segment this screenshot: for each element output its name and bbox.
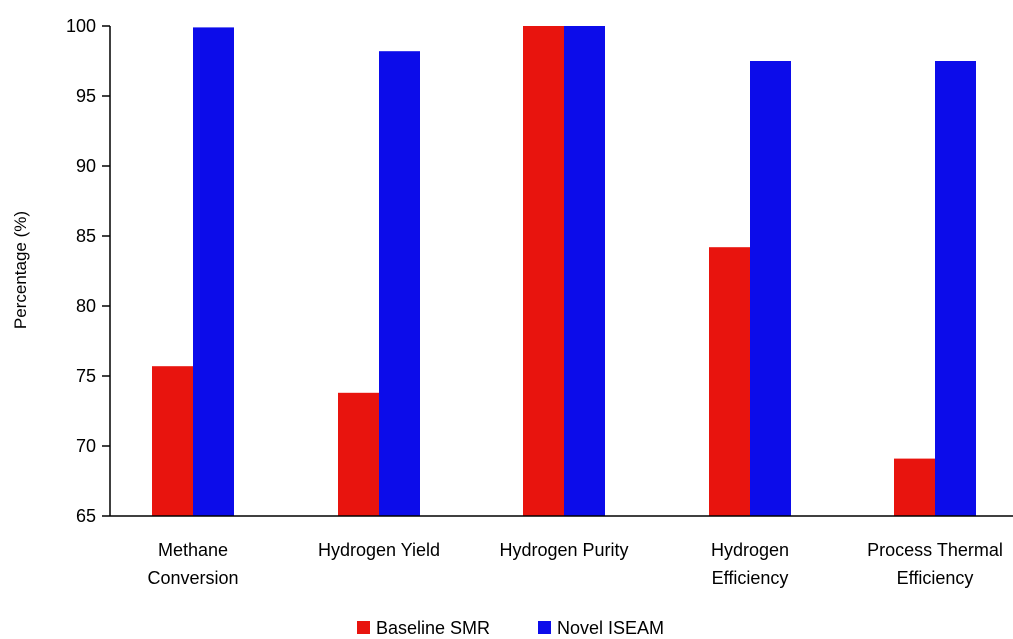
legend: Baseline SMR Novel ISEAM <box>357 618 664 638</box>
bar-novel-iseam-1 <box>379 51 420 516</box>
bar-novel-iseam-0 <box>193 27 234 517</box>
x-category-label: Process Thermal Efficiency <box>867 540 1003 588</box>
bar-baseline-smr-1 <box>338 392 379 516</box>
legend-label-baseline-smr: Baseline SMR <box>376 618 490 638</box>
bar-novel-iseam-3 <box>750 61 791 516</box>
bar-novel-iseam-2 <box>564 26 605 516</box>
x-category-label: Hydrogen Yield <box>318 540 440 560</box>
bar-baseline-smr-4 <box>894 458 935 516</box>
bar-novel-iseam-4 <box>935 61 976 516</box>
y-tick-label: 65 <box>76 506 96 526</box>
y-tick-label: 70 <box>76 436 96 456</box>
y-tick-label: 100 <box>66 16 96 36</box>
legend-label-novel-iseam: Novel ISEAM <box>557 618 664 638</box>
bar-baseline-smr-2 <box>523 26 564 516</box>
x-category-label: Methane Conversion <box>147 540 238 588</box>
x-category-label: Hydrogen Efficiency <box>711 540 789 588</box>
legend-swatch-baseline-smr <box>357 621 370 634</box>
bars-group <box>152 26 976 517</box>
y-tick-label: 85 <box>76 226 96 246</box>
y-ticks-group: 65 70 75 80 85 90 95 100 <box>66 16 110 526</box>
y-tick-label: 75 <box>76 366 96 386</box>
category-labels-group: Methane Conversion Hydrogen Yield Hydrogen … <box>147 540 1002 588</box>
y-tick-label: 80 <box>76 296 96 316</box>
bar-baseline-smr-3 <box>709 247 750 516</box>
x-category-label: Hydrogen Purity <box>499 540 628 560</box>
bar-baseline-smr-0 <box>152 366 193 516</box>
y-tick-label: 90 <box>76 156 96 176</box>
axes-group <box>109 26 1013 517</box>
y-tick-label: 95 <box>76 86 96 106</box>
legend-swatch-novel-iseam <box>538 621 551 634</box>
y-axis-title: Percentage (%) <box>11 211 30 329</box>
